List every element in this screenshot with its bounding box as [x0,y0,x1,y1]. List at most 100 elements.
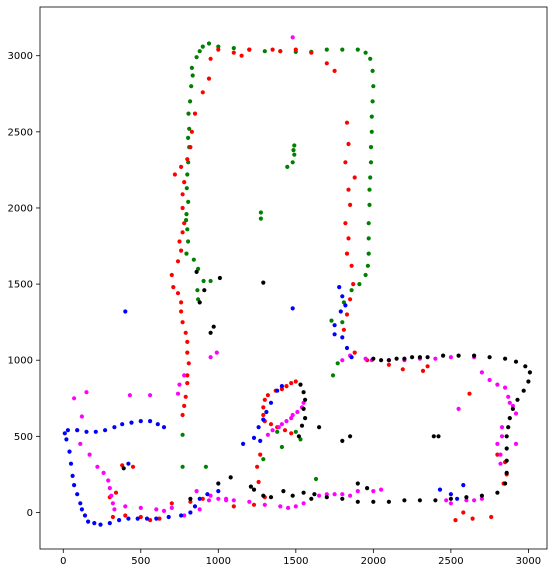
data-point [180,320,185,325]
data-point [197,300,202,305]
data-point [144,516,150,521]
data-point [185,339,190,344]
data-point [187,126,192,131]
data-point [312,492,317,497]
data-point [206,498,212,503]
data-point [184,218,189,223]
data-point [386,362,391,367]
data-point [169,505,174,510]
data-point [103,428,108,433]
data-point [169,272,174,278]
data-point [289,431,294,436]
data-point [366,221,371,226]
data-point [276,425,281,430]
data-point [363,356,368,361]
data-point [290,160,295,165]
data-point [196,297,201,302]
data-point [286,505,291,510]
data-point [479,496,484,501]
data-point [264,409,269,415]
data-point [247,499,252,504]
data-point [370,68,375,73]
data-point [340,358,345,363]
data-point [70,473,75,478]
data-point [270,47,275,52]
data-point [169,501,174,506]
data-point [461,483,466,488]
data-point [340,47,345,52]
data-point [498,461,503,466]
data-point [166,514,171,520]
data-point [355,481,360,486]
data-point [239,53,244,58]
data-point [177,382,182,387]
data-point [295,409,300,415]
data-point [180,205,185,211]
data-point [279,444,284,450]
data-point [504,458,509,463]
data-point [180,432,185,437]
data-point [138,514,143,520]
data-point [324,61,329,66]
data-point [363,50,368,55]
data-point [188,496,193,501]
data-point [282,428,288,433]
data-point [171,285,176,290]
y-tick-label: 3000 [8,51,33,62]
data-point [441,353,446,358]
data-point [371,499,376,504]
data-point [107,521,112,526]
data-point [191,257,196,262]
data-point [343,221,348,226]
data-point [506,394,511,399]
data-point [175,291,181,296]
data-point [368,56,373,61]
data-point [335,361,340,366]
data-point [261,405,266,410]
data-point [402,498,407,503]
data-point [214,350,219,355]
data-point [344,251,350,256]
data-point [278,49,283,54]
data-point [192,111,198,116]
data-point [301,501,306,506]
data-point [402,356,407,361]
data-point [437,487,443,492]
data-point [175,259,181,264]
data-point [184,251,189,256]
data-point [208,278,213,284]
data-point [348,434,353,439]
data-point [338,309,343,314]
data-point [355,47,360,52]
data-point [275,429,280,434]
data-point [461,510,466,515]
data-point [455,496,460,501]
x-tick-label: 1500 [283,556,308,567]
data-point [367,202,372,207]
data-point [175,391,181,396]
plot-area [39,6,548,550]
data-point [487,377,492,383]
data-point [84,390,89,395]
data-point [179,248,184,253]
data-point [186,361,191,366]
data-point [503,481,508,486]
data-point [251,435,257,440]
data-point [216,496,221,501]
data-point [298,437,303,442]
data-point [205,492,210,497]
data-point [340,294,345,299]
data-point [101,470,106,475]
data-point [513,411,519,416]
data-point [292,143,297,148]
data-point [248,484,253,489]
data-point [154,516,159,521]
data-point [182,403,187,408]
data-point [180,412,185,418]
data-point [479,493,484,498]
data-point [127,393,132,398]
data-point [349,263,354,268]
data-point [433,356,438,361]
data-point [75,492,80,497]
